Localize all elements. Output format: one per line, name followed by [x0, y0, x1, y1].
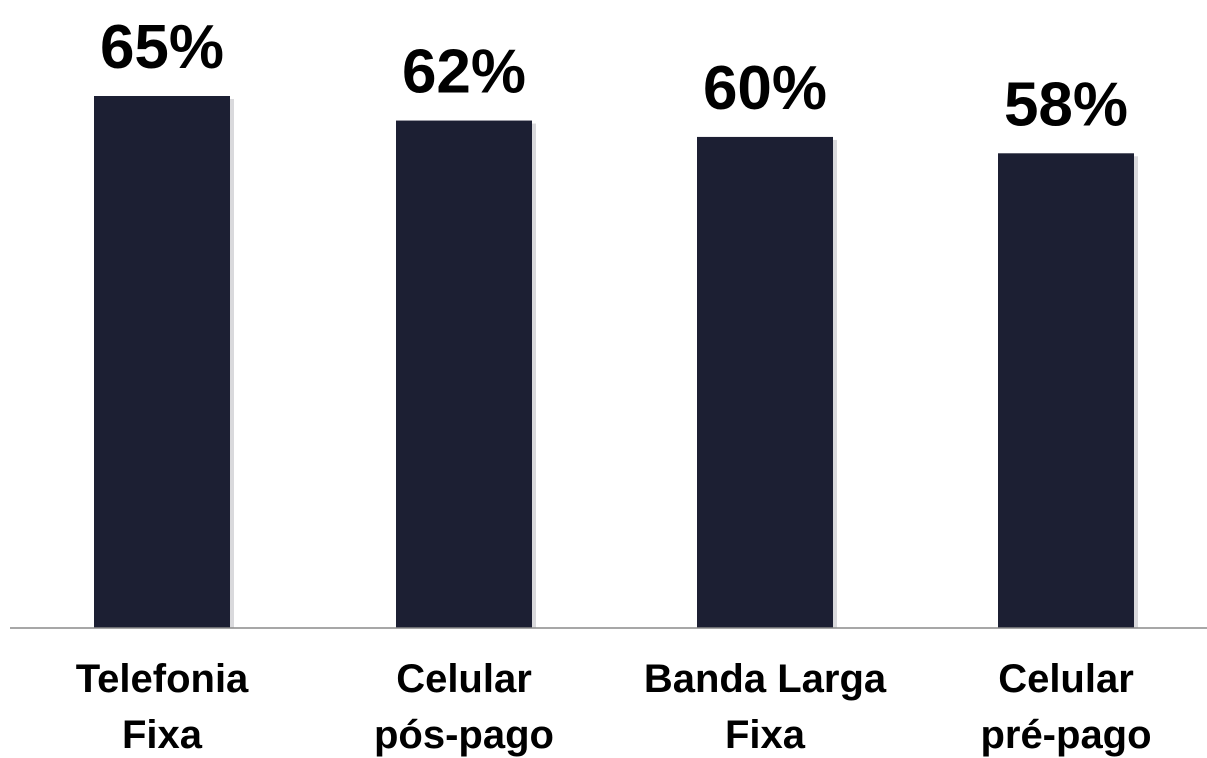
bar-1 [396, 120, 532, 629]
bars-layer [94, 96, 1138, 629]
bar-3 [998, 153, 1134, 629]
bar-2 [697, 136, 833, 628]
category-label-3-line-0: Celular [998, 657, 1134, 701]
category-label-0-line-1: Fixa [122, 713, 203, 757]
category-label-0-line-0: Telefonia [76, 657, 249, 701]
category-label-2-line-1: Fixa [725, 713, 806, 757]
value-label-2: 60% [703, 54, 827, 123]
category-label-2-line-0: Banda Larga [644, 657, 887, 701]
value-label-0: 65% [100, 13, 224, 82]
value-label-3: 58% [1004, 70, 1128, 139]
category-labels-layer: Telefonia Fixa Celular pós-pago Banda Larga F… [76, 657, 1152, 757]
bar-0 [94, 96, 230, 628]
value-labels-layer: 65% 62% 60% 58% [100, 13, 1128, 139]
category-label-1-line-1: pós-pago [374, 713, 554, 757]
category-label-1-line-0: Celular [396, 657, 532, 701]
value-label-1: 62% [402, 38, 526, 107]
category-label-3-line-1: pré-pago [980, 713, 1151, 757]
